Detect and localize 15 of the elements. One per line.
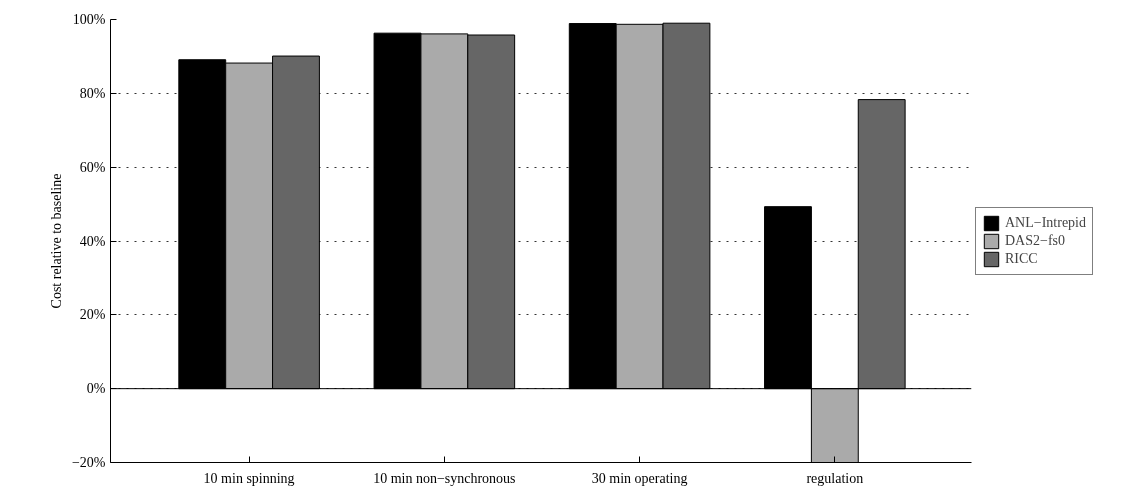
x-tick-label: 10 min spinning bbox=[203, 470, 295, 486]
legend-label: RICC bbox=[1005, 250, 1038, 267]
y-tick-label: 100% bbox=[72, 12, 106, 27]
y-axis-title: Cost relative to baseline bbox=[48, 173, 64, 309]
y-tick-label: 40% bbox=[79, 233, 106, 249]
legend-label: ANL−Intrepid bbox=[1005, 214, 1086, 231]
x-tick-label: 10 min non−synchronous bbox=[373, 470, 516, 486]
y-tick-label: 20% bbox=[79, 307, 106, 323]
y-tick-label: −20% bbox=[71, 455, 106, 470]
x-tick-label: regulation bbox=[806, 470, 864, 486]
y-tick-label: 0% bbox=[86, 381, 106, 397]
y-tick-label: 60% bbox=[79, 159, 106, 175]
legend-label: DAS2−fs0 bbox=[1005, 232, 1066, 249]
x-tick-label: 30 min operating bbox=[591, 470, 688, 486]
y-tick-label: 80% bbox=[79, 85, 106, 101]
